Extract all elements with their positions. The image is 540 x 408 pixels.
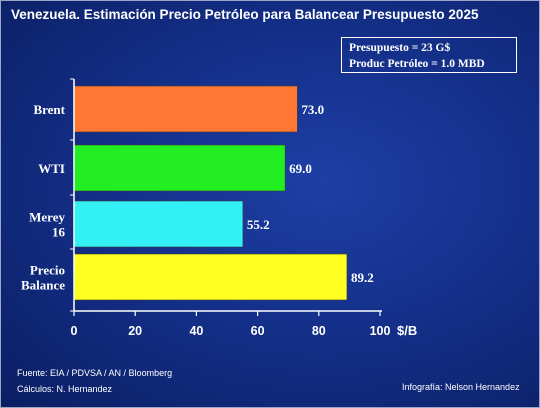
- x-axis-unit: $/B: [397, 323, 417, 338]
- x-tick-label-2: 40: [189, 324, 203, 338]
- category-label-1-0: WTI: [38, 161, 65, 176]
- calc-note: Cálculos: N. Hernandez: [17, 384, 113, 394]
- category-label-2-1: 16: [52, 225, 66, 240]
- x-tick-label-5: 100: [370, 324, 391, 338]
- info-production: Produc Petróleo = 1.0 MBD: [349, 58, 485, 70]
- source-note: Fuente: EIA / PDVSA / AN / Bloomberg: [17, 368, 173, 378]
- x-tick-label-3: 60: [251, 324, 265, 338]
- value-label-1: 69.0: [289, 161, 312, 176]
- value-label-0: 73.0: [301, 102, 324, 117]
- credit-note: Infografía: Nelson Hernandez: [402, 382, 520, 392]
- category-label-3-0: Precio: [30, 263, 65, 278]
- info-box: Presupuesto = 23 G$ Produc Petróleo = 1.…: [341, 37, 517, 73]
- category-label-0-0: Brent: [33, 102, 65, 117]
- bar-0: [73, 85, 298, 133]
- bar-3: [73, 253, 348, 301]
- category-label-3-1: Balance: [21, 278, 65, 293]
- value-label-3: 89.2: [351, 270, 374, 285]
- bar-2: [73, 200, 244, 248]
- value-label-2: 55.2: [247, 217, 270, 232]
- category-label-2-0: Merey: [29, 210, 65, 225]
- x-tick-label-4: 80: [312, 324, 326, 338]
- x-tick-label-0: 0: [71, 324, 78, 338]
- x-tick-label-1: 20: [128, 324, 142, 338]
- bar-1: [73, 144, 286, 192]
- info-budget: Presupuesto = 23 G$: [349, 42, 451, 54]
- chart-title: Venezuela. Estimación Precio Petróleo pa…: [11, 7, 479, 22]
